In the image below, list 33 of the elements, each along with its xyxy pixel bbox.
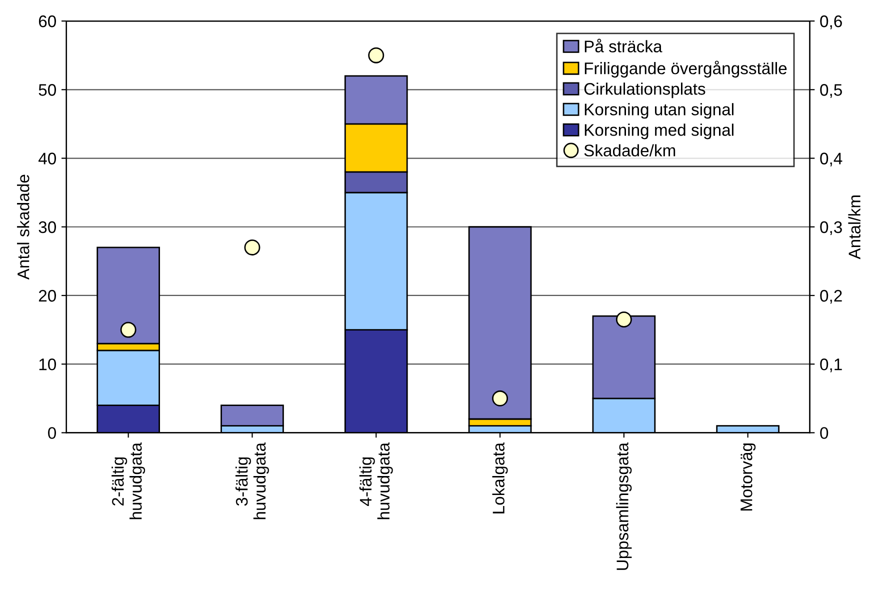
point (368, 47, 384, 64)
x-tick-label: 3-fältig huvudgata (235, 442, 269, 520)
point (244, 239, 260, 256)
y2-tick-label: 0 (820, 427, 828, 439)
x-tick-label: Motorväg (740, 444, 756, 511)
y-tick-label: 60 (38, 15, 56, 28)
point (616, 312, 632, 328)
y-tick-label: 40 (38, 152, 56, 164)
y2-axis-title: Antal/km (848, 196, 860, 260)
y-axis-title: Antal skadade (17, 174, 30, 280)
y2-tick-label: 0,5 (820, 84, 842, 98)
y2-tick-label: 0,2 (820, 290, 842, 304)
legend-label: Cirkulationsplats (584, 82, 706, 98)
y2-tick-label: 0,4 (820, 152, 842, 166)
point (120, 322, 136, 338)
y2-tick-label: 0,6 (820, 15, 842, 30)
legend-label: Korsning med signal (584, 124, 734, 140)
y-tick-label: 50 (38, 84, 56, 96)
y-tick-label: 20 (38, 290, 56, 302)
y-tick-label: 10 (39, 358, 56, 370)
x-tick-label: Uppsamlingsgata (616, 442, 632, 570)
y2-tick-label: 0,3 (820, 221, 842, 236)
y2-tick-label: 0,1 (820, 358, 842, 372)
y-tick-label: 30 (38, 221, 56, 234)
legend-label: Skadade/km (584, 144, 676, 156)
x-tick-label: 2-fältig huvudgata (112, 442, 146, 520)
legend-label: Friliggande övergångsställe (584, 60, 787, 78)
y-tick-label: 0 (48, 427, 56, 439)
legend-label: På sträcka (584, 38, 662, 52)
x-tick-label: Lokalgata (492, 442, 508, 514)
point (492, 390, 508, 406)
x-tick-label: 4-fältig huvudgata (359, 442, 393, 520)
legend-label: Korsning utan signal (584, 103, 734, 119)
